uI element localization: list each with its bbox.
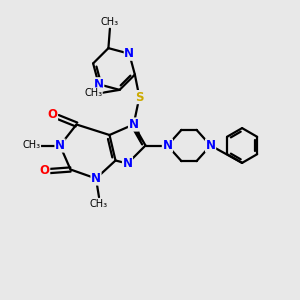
Text: N: N <box>55 139 65 152</box>
Text: CH₃: CH₃ <box>90 199 108 209</box>
Text: N: N <box>124 47 134 60</box>
Text: N: N <box>162 139 172 152</box>
Text: N: N <box>94 78 104 91</box>
Text: CH₃: CH₃ <box>101 17 119 27</box>
Text: N: N <box>128 118 139 131</box>
Text: N: N <box>122 157 133 170</box>
Text: O: O <box>47 107 58 121</box>
Text: S: S <box>135 91 144 103</box>
Text: O: O <box>40 164 50 178</box>
Text: N: N <box>206 139 216 152</box>
Text: CH₃: CH₃ <box>22 140 40 151</box>
Text: N: N <box>91 172 101 185</box>
Text: CH₃: CH₃ <box>84 88 102 98</box>
